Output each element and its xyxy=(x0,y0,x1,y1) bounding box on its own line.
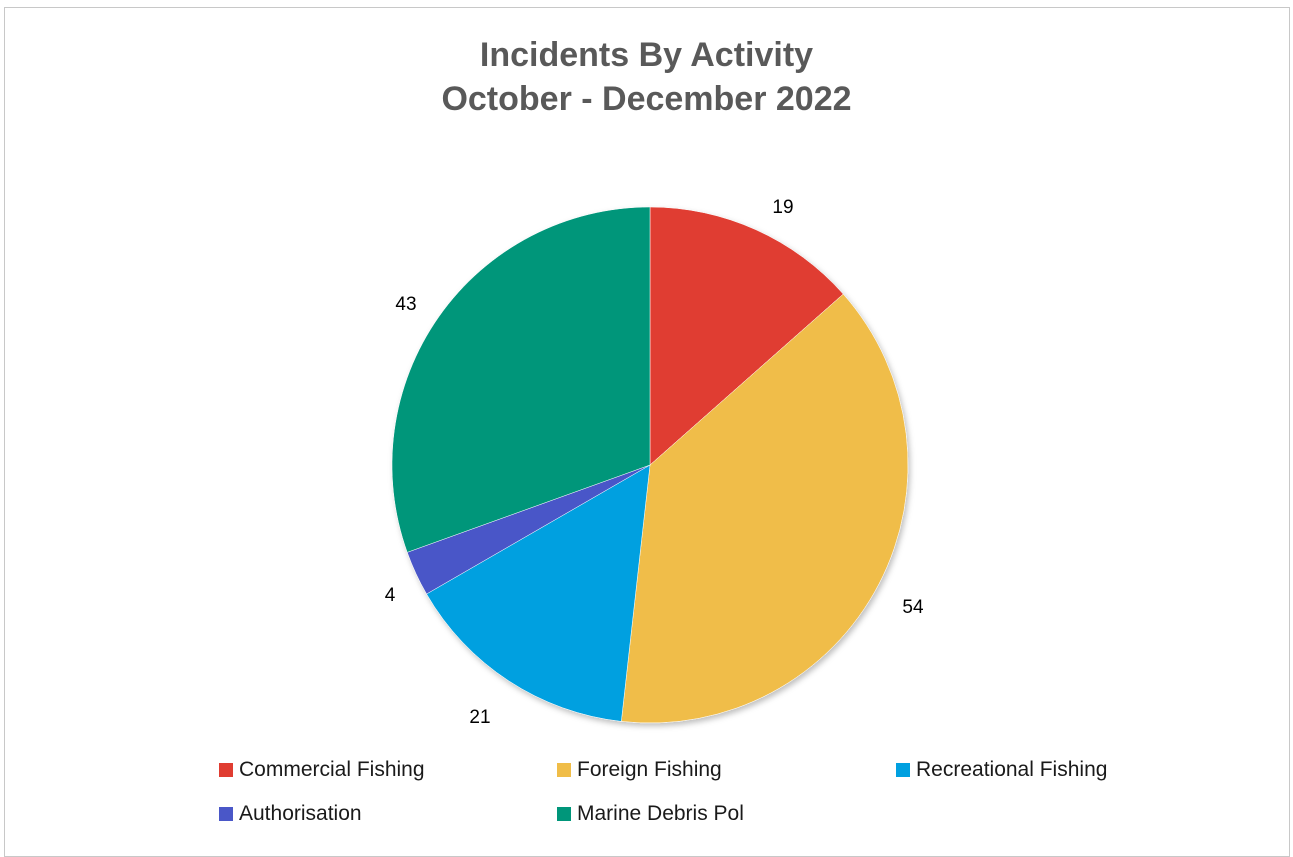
pie-slice-recreational-fishing xyxy=(426,464,651,722)
pie-slice-foreign-fishing xyxy=(621,293,909,724)
data-label-marine-debris-pol: 43 xyxy=(395,294,416,315)
data-label-authorisation: 4 xyxy=(385,585,396,606)
chart-title: Incidents By Activity October - December… xyxy=(0,33,1293,121)
data-label-recreational-fishing: 21 xyxy=(469,707,490,728)
pie-slice-commercial-fishing xyxy=(649,206,844,466)
data-label-commercial-fishing: 19 xyxy=(772,197,793,218)
data-label-foreign-fishing: 54 xyxy=(902,597,924,618)
chart-title-line-2: October - December 2022 xyxy=(441,80,852,118)
pie-slices xyxy=(391,206,909,724)
pie-data-labels: 19 54 21 4 43 xyxy=(385,197,924,728)
chart-title-line-1: Incidents By Activity xyxy=(479,36,814,74)
pie-slice-marine-debris-pol xyxy=(391,206,651,553)
